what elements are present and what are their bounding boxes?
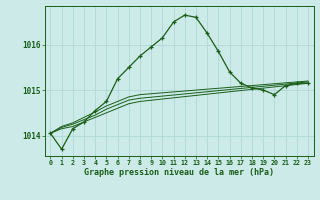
X-axis label: Graphe pression niveau de la mer (hPa): Graphe pression niveau de la mer (hPa): [84, 168, 274, 177]
